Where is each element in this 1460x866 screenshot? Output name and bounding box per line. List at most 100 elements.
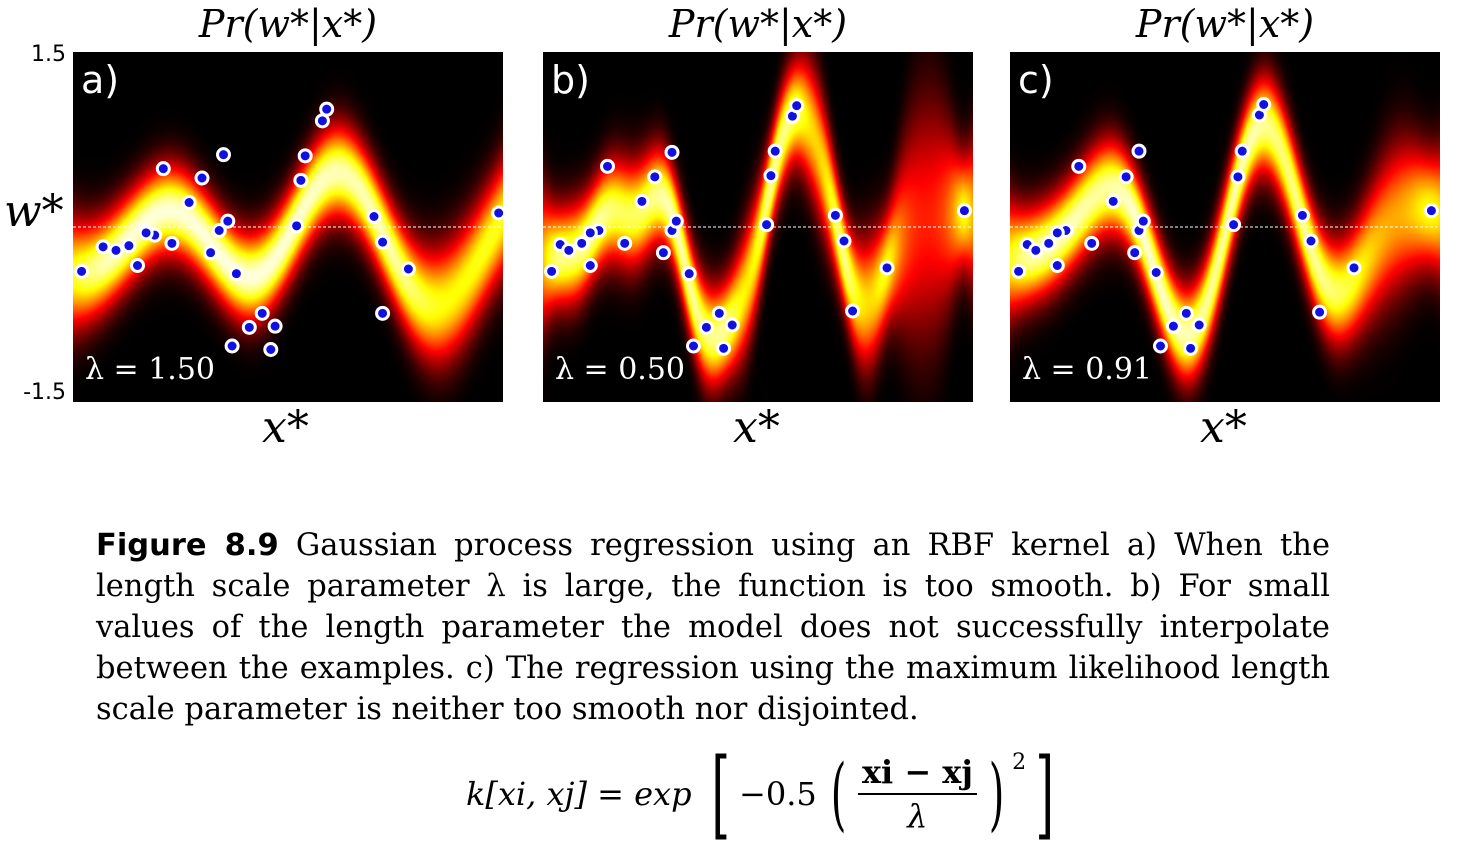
data-point: [759, 217, 775, 233]
data-point: [1230, 169, 1246, 185]
data-point: [1127, 245, 1143, 261]
data-point: [1294, 207, 1310, 223]
formula-numerator: xi − xj: [857, 753, 977, 795]
data-point: [74, 263, 90, 279]
data-point: [400, 261, 416, 277]
data-point: [241, 319, 257, 335]
data-point: [267, 318, 283, 334]
data-point: [1346, 260, 1362, 276]
formula-right-bracket: ]: [1035, 738, 1055, 850]
data-point: [1183, 340, 1199, 356]
data-point: [1011, 263, 1027, 279]
heatmap-panel-c: c) λ = 0.91: [1010, 52, 1440, 402]
data-point: [1135, 213, 1151, 229]
data-point: [1312, 304, 1328, 320]
data-point: [1153, 338, 1168, 354]
data-point: [224, 338, 240, 354]
lambda-b-label: λ = 0.50: [555, 352, 686, 387]
data-point: [375, 234, 391, 250]
formula-power: 2: [1012, 750, 1027, 775]
lambda-a-label: λ = 1.50: [85, 352, 216, 387]
formula-left-bracket: [: [710, 738, 730, 850]
y-axis-label: w*: [4, 186, 64, 237]
formula-coef: −0.5: [739, 775, 817, 813]
data-point: [600, 158, 615, 174]
data-point: [664, 144, 680, 160]
data-point: [582, 225, 598, 241]
data-point: [1118, 169, 1134, 185]
panel-b-label: b): [551, 58, 590, 102]
data-point: [655, 245, 671, 261]
lambda-c-label: λ = 0.91: [1022, 352, 1153, 387]
data-point: [375, 305, 391, 321]
rbf-kernel-formula: k[xi, xj] = exp [ −0.5 ( xi − xj λ ) 2 ]: [466, 744, 1064, 844]
data-point: [1256, 97, 1272, 112]
data-point: [561, 242, 577, 258]
data-point: [1148, 265, 1164, 280]
data-point: [293, 172, 309, 188]
data-point: [724, 317, 740, 333]
data-point: [1028, 242, 1044, 258]
data-point: [1423, 203, 1439, 219]
data-point: [1049, 258, 1065, 273]
data-point: [617, 235, 633, 251]
panel-a-title: Pr(w*|x*): [198, 2, 378, 46]
points-b: [543, 98, 973, 356]
data-point: [574, 235, 590, 251]
data-point: [319, 101, 335, 117]
data-point: [1234, 143, 1250, 159]
data-point: [1178, 305, 1194, 321]
data-point: [1191, 317, 1207, 333]
data-point: [203, 245, 219, 261]
data-point: [1131, 143, 1147, 159]
formula-fraction: xi − xj λ: [857, 753, 977, 835]
data-point: [845, 303, 861, 319]
data-point: [582, 258, 598, 273]
data-point: [686, 338, 701, 354]
y-tick-top: 1.5: [31, 42, 66, 67]
data-point: [297, 148, 313, 164]
data-point: [1105, 193, 1121, 209]
data-point: [716, 340, 732, 356]
data-point: [827, 207, 843, 223]
data-point: [836, 233, 852, 249]
data-point: [95, 239, 111, 255]
data-point: [789, 98, 805, 114]
formula-right-paren: ): [988, 747, 1005, 840]
x-axis-label-b: x*: [733, 402, 780, 453]
data-point: [1084, 235, 1100, 251]
data-point: [711, 305, 727, 321]
data-point: [108, 242, 124, 258]
data-point: [1226, 217, 1242, 233]
figure-caption: Figure 8.9 Gaussian process regression u…: [96, 525, 1330, 730]
data-point: [138, 225, 154, 241]
panel-a-label: a): [81, 58, 120, 102]
x-axis-label-c: x*: [1200, 402, 1247, 453]
panel-b-title: Pr(w*|x*): [668, 2, 848, 46]
data-point: [668, 213, 684, 229]
data-point: [181, 195, 197, 210]
data-point: [254, 305, 270, 321]
data-point: [1041, 235, 1057, 251]
data-point: [698, 319, 714, 335]
data-point: [544, 263, 560, 279]
x-axis-label-a: x*: [262, 402, 309, 453]
panel-c-label: c): [1018, 58, 1054, 102]
data-point: [366, 209, 382, 224]
data-point: [879, 260, 895, 276]
data-point: [634, 193, 650, 209]
figure-number: Figure 8.9: [96, 528, 279, 563]
formula-lhs: k[xi, xj] = exp: [466, 775, 692, 813]
data-point: [491, 205, 507, 221]
data-point: [155, 161, 171, 177]
points-a: [73, 101, 507, 357]
data-point: [1303, 233, 1319, 249]
data-point: [220, 213, 236, 229]
points-c: [1010, 97, 1440, 356]
data-point: [216, 147, 231, 163]
y-tick-bottom: -1.5: [23, 380, 66, 405]
data-point: [956, 203, 972, 219]
data-point: [228, 266, 244, 282]
data-point: [1049, 225, 1065, 241]
data-point: [767, 143, 783, 159]
